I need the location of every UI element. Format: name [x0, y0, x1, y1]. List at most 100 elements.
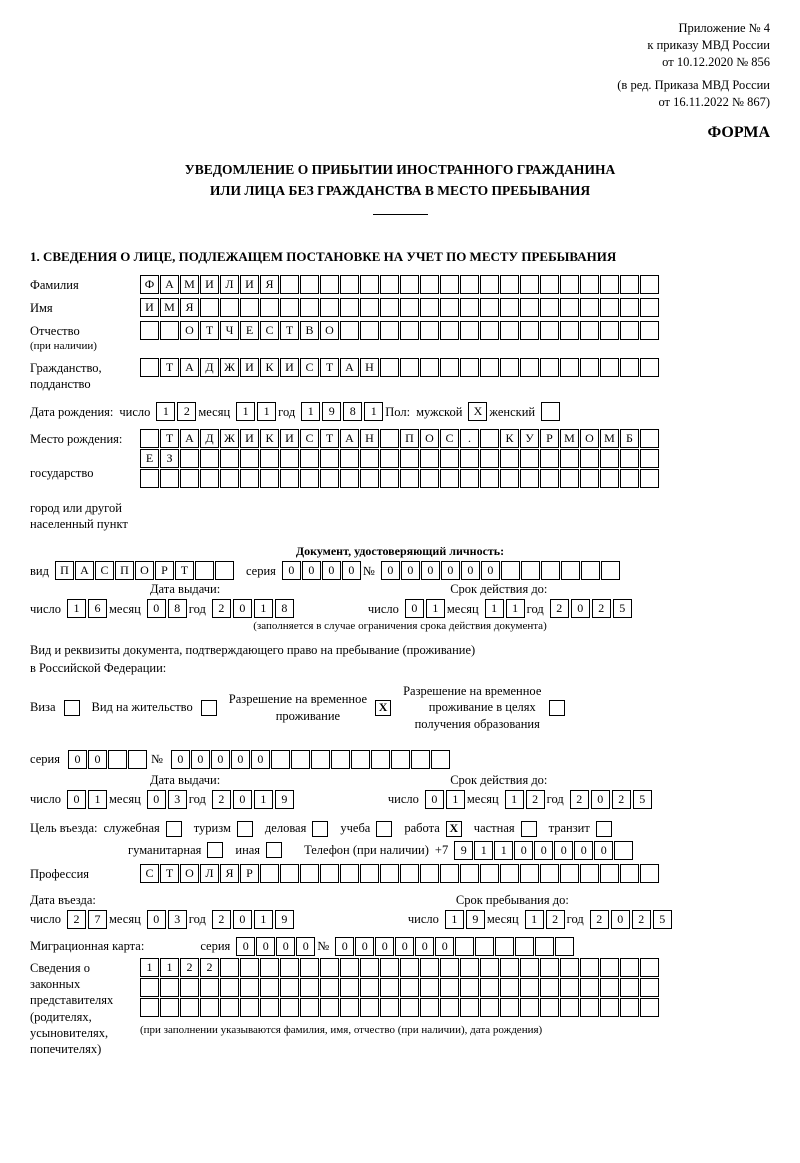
- char-box[interactable]: [340, 321, 359, 340]
- birth-date-row[interactable]: Дата рождения: число 1 2 месяц 1 1 год 1…: [30, 402, 770, 421]
- char-box[interactable]: [460, 449, 479, 468]
- char-box[interactable]: 0: [514, 841, 533, 860]
- char-box[interactable]: [160, 998, 179, 1017]
- char-box[interactable]: [300, 298, 319, 317]
- purpose-option2-иная[interactable]: иная: [235, 842, 288, 858]
- char-box[interactable]: [360, 469, 379, 488]
- char-box[interactable]: [420, 321, 439, 340]
- char-box[interactable]: [580, 978, 599, 997]
- char-box[interactable]: 0: [231, 750, 250, 769]
- char-box[interactable]: 2: [200, 958, 219, 977]
- char-box[interactable]: [340, 998, 359, 1017]
- char-box[interactable]: [220, 469, 239, 488]
- location-blank[interactable]: [373, 214, 428, 215]
- char-box[interactable]: [140, 978, 159, 997]
- char-box[interactable]: Д: [200, 358, 219, 377]
- char-box[interactable]: [640, 958, 659, 977]
- char-box[interactable]: [580, 321, 599, 340]
- char-box[interactable]: С: [300, 358, 319, 377]
- char-box[interactable]: С: [440, 429, 459, 448]
- char-box[interactable]: [360, 864, 379, 883]
- char-box[interactable]: [620, 978, 639, 997]
- char-box[interactable]: [400, 449, 419, 468]
- char-box[interactable]: [535, 937, 554, 956]
- char-box[interactable]: [460, 469, 479, 488]
- char-box[interactable]: [360, 998, 379, 1017]
- char-box[interactable]: [500, 958, 519, 977]
- female-checkbox[interactable]: [541, 402, 560, 421]
- char-box[interactable]: [620, 449, 639, 468]
- char-box[interactable]: 0: [211, 750, 230, 769]
- stay-doc-dates-row[interactable]: число 0 1 месяц 0 3 год 2 0 1 9 число 0 …: [30, 790, 770, 809]
- char-box[interactable]: [440, 978, 459, 997]
- char-box[interactable]: [200, 469, 219, 488]
- char-box[interactable]: [581, 561, 600, 580]
- char-box[interactable]: 0: [322, 561, 341, 580]
- char-box[interactable]: И: [240, 275, 259, 294]
- legal-reps-line3-boxes[interactable]: [140, 998, 659, 1017]
- char-box[interactable]: [140, 321, 159, 340]
- char-box[interactable]: [620, 864, 639, 883]
- char-box[interactable]: А: [180, 429, 199, 448]
- char-box[interactable]: Л: [200, 864, 219, 883]
- char-box[interactable]: [320, 978, 339, 997]
- char-box[interactable]: 0: [191, 750, 210, 769]
- char-box[interactable]: И: [140, 298, 159, 317]
- char-box[interactable]: [420, 358, 439, 377]
- char-box[interactable]: [520, 298, 539, 317]
- char-box[interactable]: [280, 958, 299, 977]
- char-box[interactable]: И: [280, 358, 299, 377]
- char-box[interactable]: Д: [200, 429, 219, 448]
- char-box[interactable]: [600, 469, 619, 488]
- char-box[interactable]: [291, 750, 310, 769]
- char-box[interactable]: [420, 978, 439, 997]
- char-box[interactable]: [460, 998, 479, 1017]
- char-box[interactable]: [614, 841, 633, 860]
- char-box[interactable]: [360, 321, 379, 340]
- char-box[interactable]: П: [115, 561, 134, 580]
- char-box[interactable]: [440, 998, 459, 1017]
- char-box[interactable]: [380, 321, 399, 340]
- char-box[interactable]: 0: [355, 937, 374, 956]
- char-box[interactable]: [220, 958, 239, 977]
- char-box[interactable]: [360, 958, 379, 977]
- char-box[interactable]: [240, 958, 259, 977]
- char-box[interactable]: Р: [155, 561, 174, 580]
- char-box[interactable]: Е: [140, 449, 159, 468]
- char-box[interactable]: [260, 449, 279, 468]
- char-box[interactable]: [420, 469, 439, 488]
- char-box[interactable]: [320, 298, 339, 317]
- char-box[interactable]: [371, 750, 390, 769]
- char-box[interactable]: [360, 298, 379, 317]
- purpose-options2[interactable]: гуманитарная иная: [128, 842, 288, 858]
- char-box[interactable]: С: [260, 321, 279, 340]
- char-box[interactable]: [280, 449, 299, 468]
- char-box[interactable]: 0: [88, 750, 107, 769]
- char-box[interactable]: 0: [236, 937, 255, 956]
- char-box[interactable]: [560, 275, 579, 294]
- char-box[interactable]: Т: [200, 321, 219, 340]
- char-box[interactable]: [560, 358, 579, 377]
- char-box[interactable]: Н: [360, 358, 379, 377]
- char-box[interactable]: 0: [381, 561, 400, 580]
- char-box[interactable]: М: [600, 429, 619, 448]
- purpose-option-учеба[interactable]: учеба: [340, 821, 398, 837]
- char-box[interactable]: [280, 298, 299, 317]
- char-box[interactable]: [620, 321, 639, 340]
- char-box[interactable]: [380, 958, 399, 977]
- purpose-option-туризм[interactable]: туризм: [194, 821, 259, 837]
- char-box[interactable]: [580, 358, 599, 377]
- char-box[interactable]: [480, 298, 499, 317]
- char-box[interactable]: [440, 958, 459, 977]
- char-box[interactable]: [431, 750, 450, 769]
- char-box[interactable]: 0: [415, 937, 434, 956]
- char-box[interactable]: Ф: [140, 275, 159, 294]
- char-box[interactable]: 0: [534, 841, 553, 860]
- char-box[interactable]: [140, 469, 159, 488]
- char-box[interactable]: Т: [280, 321, 299, 340]
